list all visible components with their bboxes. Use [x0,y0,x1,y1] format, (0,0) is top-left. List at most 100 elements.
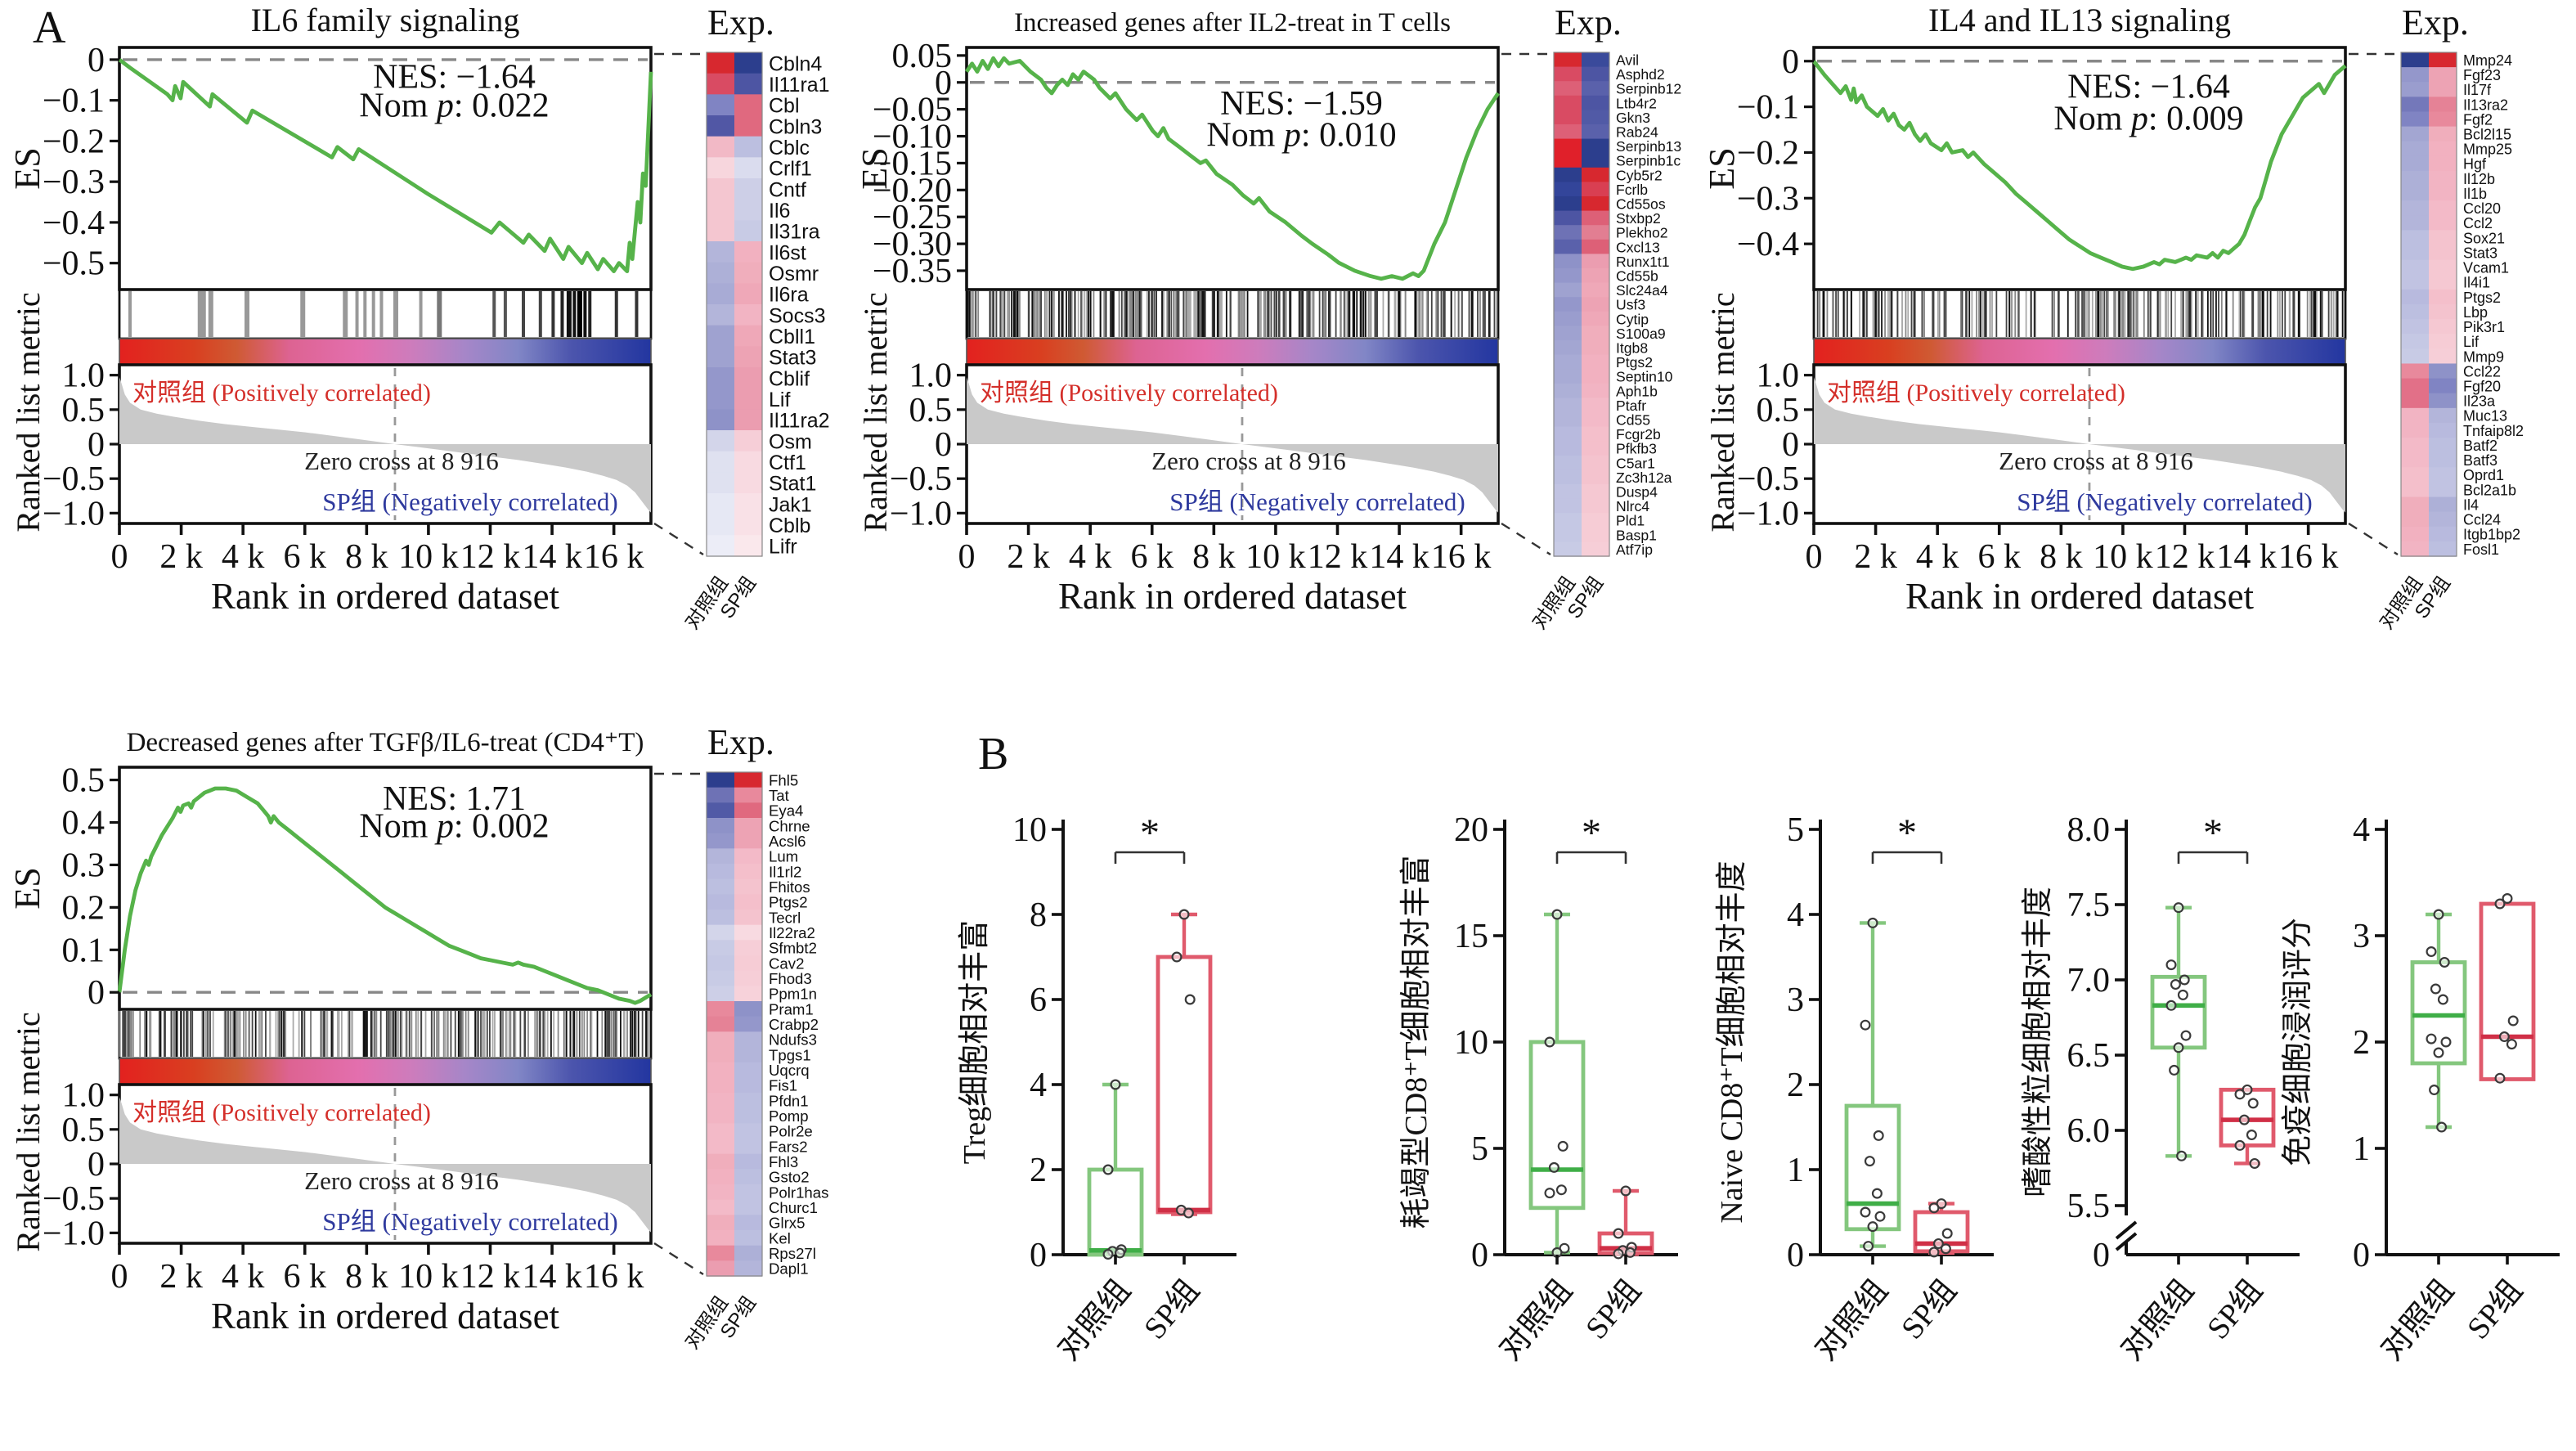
heatmap-cell [1582,268,1609,284]
gene-label: Il6 [769,200,790,222]
heatmap-cell [734,241,762,263]
y-tick-label: 0 [2093,1237,2110,1274]
ranked-axis-label: Ranked list metric [10,292,47,532]
heatmap-cell [734,1031,762,1048]
exp-heatmap-title: Exp. [2402,2,2469,43]
data-point [1184,994,1196,1005]
data-point [1941,1228,1953,1239]
heatmap-cell [2429,467,2457,483]
heatmap-cell [734,388,762,411]
exp-heatmap-title: Exp. [707,722,774,762]
gene-label: Pld1 [1616,513,1645,529]
x-category-label: SP组 [1138,1274,1206,1345]
heatmap-cell [1554,527,1582,543]
heatmap-cell [707,924,734,941]
heatmap-cell [707,325,734,348]
heatmap-cell [2429,230,2457,246]
heatmap-cell [707,472,734,494]
gene-label: Kel [769,1229,791,1247]
heatmap-cell [707,388,734,411]
data-point [2437,994,2448,1005]
heatmap-cell [707,1107,734,1125]
gene-label: Stxbp2 [1616,210,1661,227]
data-point [2429,1085,2440,1096]
gene-label: Tat [769,787,790,804]
gene-label: Septin10 [1616,369,1673,385]
heatmap-cell [1582,282,1609,298]
es-tick-label: −0.4 [43,204,105,242]
gene-label: Cyb5r2 [1616,167,1663,183]
heatmap-cell [1582,498,1609,514]
heatmap-cell [2429,348,2457,365]
gene-label: Il1b [2463,186,2487,202]
significance-star: * [1140,811,1160,855]
ranked-axis-label: Ranked list metric [10,1012,47,1251]
data-point [2234,1089,2246,1100]
heatmap-cell [1554,110,1582,125]
ranked-tick-label: 1.0 [62,357,105,395]
heatmap-cell [734,472,762,494]
nes-value: NES: −1.59 [1220,85,1383,123]
ranked-tick-label: −0.5 [43,1180,105,1218]
y-tick-label: 7.0 [2067,962,2111,1000]
heatmap-cell [1554,455,1582,471]
exp-heatmap-title: Exp. [1555,2,1622,43]
data-point [2173,1042,2184,1053]
heatmap-cell [707,848,734,865]
es-tick-label: −0.5 [43,245,105,283]
gene-label: Il23a [2463,393,2496,410]
heatmap-cell [1582,469,1609,485]
gene-label: Il22ra2 [769,924,815,941]
es-tick-label: 0.05 [892,38,953,75]
positively-correlated-label: 对照组 (Positively correlated) [132,1099,431,1126]
heatmap-cell [707,1077,734,1094]
gene-label: Fgf23 [2463,67,2501,83]
nes-value: NES: 1.71 [383,780,526,818]
data-point [2169,1064,2180,1076]
gene-label: Sfmbt2 [769,940,817,957]
hits-panel [118,1008,653,1060]
es-axis-label: ES [7,867,47,909]
heatmap-cell [2429,496,2457,513]
x-tick-label: 0 [958,538,976,576]
es-tick-label: 0.5 [62,762,105,800]
data-point [2242,1084,2253,1095]
gene-label: Mmp25 [2463,142,2512,158]
x-tick-label: 4 k [222,1258,265,1296]
data-point [1102,1248,1114,1260]
heatmap-cell [734,451,762,474]
heatmap-cell [2429,245,2457,261]
connector-line-bottom [1501,522,1551,556]
heatmap-cell [707,220,734,242]
heatmap-cell [2401,363,2429,380]
heatmap-cell [1554,153,1582,168]
heatmap-cell [2401,452,2429,469]
y-tick-label: 1 [2353,1130,2370,1168]
heatmap-cell [1554,513,1582,528]
heatmap-cell [2429,141,2457,157]
heatmap-cell [707,802,734,819]
data-point [2494,1072,2506,1084]
positively-correlated-label: 对照组 (Positively correlated) [132,380,431,407]
heatmap-cell [707,894,734,910]
heatmap-cell [1582,441,1609,456]
heatmap-cell [707,430,734,452]
data-point [1867,1221,1878,1233]
heatmap-cell [707,1153,734,1170]
heatmap-cell [734,157,762,179]
heatmap-cell [2401,496,2429,513]
heatmap-cell [707,1093,734,1109]
nom-p-value: Nom p: 0.009 [2053,101,2243,138]
panel-b-label: B [978,730,1009,780]
heatmap-cell [2401,245,2429,261]
heatmap-cell [707,304,734,326]
gene-label: Usf3 [1616,297,1645,313]
gene-label: Aph1b [1616,383,1658,399]
gene-label: Avil [1616,52,1639,68]
heatmap-cell [2401,170,2429,186]
heatmap-cell [707,910,734,926]
es-axis-label: ES [855,147,895,189]
heatmap-cell [1582,239,1609,255]
heatmap-cell [2401,141,2429,157]
rank-colorbar [1813,338,2346,366]
